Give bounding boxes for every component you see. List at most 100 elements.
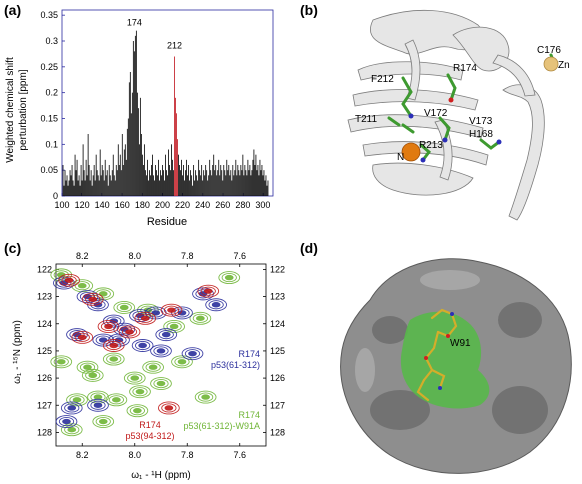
residue-bar bbox=[245, 170, 247, 196]
peak-contour bbox=[105, 393, 128, 407]
residue-bar bbox=[164, 180, 165, 196]
zinc-ion-icon bbox=[543, 56, 559, 72]
residue-bar bbox=[158, 159, 159, 196]
label-n: N bbox=[397, 152, 404, 163]
residue-bar bbox=[141, 154, 143, 196]
residue-bar bbox=[218, 159, 220, 196]
residue-bar bbox=[190, 170, 192, 196]
residue-bar bbox=[126, 128, 128, 196]
peak-contour bbox=[160, 303, 183, 317]
peak-annotation-residue: R174 bbox=[238, 349, 260, 359]
residue-bar bbox=[74, 154, 76, 196]
x-tick-label-top: 8.0 bbox=[128, 251, 141, 261]
residue-bar bbox=[119, 154, 121, 196]
residue-bar bbox=[125, 159, 127, 196]
label-v173: V173 bbox=[469, 116, 493, 127]
residue-bar bbox=[242, 154, 244, 196]
residue-bar bbox=[165, 154, 166, 196]
residue-bar bbox=[142, 165, 144, 196]
y-tick-label-right: 124 bbox=[270, 319, 285, 329]
panel-c-nmr-spectrum: ω₁ - ¹⁵N (ppm) 8.2 8.2 8.0 8.0 7.8 7.8 7.6 7.6 1… bbox=[12, 251, 285, 481]
residue-bar bbox=[143, 144, 145, 196]
peak-contour bbox=[155, 328, 178, 342]
residue-bar bbox=[115, 165, 117, 196]
residue-bar bbox=[66, 175, 68, 196]
peak-contour bbox=[113, 301, 136, 314]
y-tick-label-left: 127 bbox=[37, 400, 52, 410]
residue-bar bbox=[207, 180, 209, 196]
residue-bar bbox=[248, 170, 250, 196]
peak-annotation-construct: p53(61-312) bbox=[211, 360, 260, 370]
residue-bar bbox=[64, 170, 66, 196]
peak-contour bbox=[71, 330, 94, 344]
residue-bar bbox=[179, 165, 180, 196]
residue-bar bbox=[148, 180, 149, 196]
x-tick-label: 100 bbox=[54, 200, 69, 210]
residue-bar bbox=[97, 175, 99, 196]
surface-highlights bbox=[355, 270, 480, 392]
peak-contour bbox=[142, 360, 164, 374]
residue-bar bbox=[260, 170, 262, 196]
residue-bar bbox=[256, 170, 258, 196]
residue-bar bbox=[68, 180, 70, 196]
residue-bar bbox=[98, 180, 100, 196]
x-tick-label-bottom: 7.8 bbox=[181, 450, 194, 460]
residue-bar bbox=[220, 165, 222, 196]
peak-contour bbox=[81, 368, 104, 382]
residue-bar bbox=[235, 159, 237, 196]
residue-bar bbox=[258, 175, 260, 196]
residue-bar bbox=[144, 170, 146, 196]
residue-bar bbox=[224, 170, 226, 196]
y-tick-label-right: 126 bbox=[270, 373, 285, 383]
residue-bar bbox=[246, 175, 248, 196]
residue-bar bbox=[152, 154, 153, 196]
residue-bar bbox=[174, 56, 175, 196]
peak-contour bbox=[50, 355, 73, 369]
residue-bar bbox=[263, 170, 265, 196]
panel-d-surface-structure: W91 bbox=[340, 258, 572, 474]
residue-bar bbox=[138, 144, 140, 196]
residue-bar bbox=[161, 175, 162, 196]
y-tick-label-right: 128 bbox=[270, 427, 285, 437]
residue-bar bbox=[193, 165, 195, 196]
surface-shading bbox=[370, 302, 548, 434]
residue-bar bbox=[199, 170, 201, 196]
panel-d-letter: (d) bbox=[300, 240, 318, 256]
peak-contour bbox=[60, 401, 83, 415]
residue-bar bbox=[122, 165, 124, 196]
peak-annotation: 212 bbox=[167, 40, 182, 50]
residue-bar bbox=[212, 165, 214, 196]
y-tick-label: 0.05 bbox=[40, 165, 58, 175]
plot-frame bbox=[61, 9, 274, 197]
residue-bar bbox=[252, 159, 254, 196]
residue-bar bbox=[139, 97, 141, 196]
x-tick-label-top: 8.2 bbox=[76, 251, 89, 261]
residue-bar bbox=[85, 159, 87, 196]
residue-bar bbox=[155, 165, 156, 196]
y-tick-label-left: 123 bbox=[37, 292, 52, 302]
x-tick-label: 120 bbox=[75, 200, 90, 210]
residue-bar bbox=[223, 165, 225, 196]
residue-bar bbox=[240, 165, 242, 196]
residue-bar bbox=[208, 175, 210, 196]
x-tick-label-bottom: 8.2 bbox=[76, 450, 89, 460]
peak-contour bbox=[134, 311, 157, 325]
ribbon-backbone bbox=[347, 9, 545, 221]
residue-bar bbox=[267, 180, 269, 196]
residue-bar bbox=[78, 175, 80, 196]
residue-bar bbox=[217, 170, 219, 196]
residue-bar bbox=[181, 159, 182, 196]
spectrum-frame bbox=[55, 263, 267, 447]
residue-bar bbox=[210, 170, 212, 196]
x-tick-label: 300 bbox=[255, 200, 270, 210]
peak-contour bbox=[194, 390, 217, 404]
peak-contour bbox=[218, 271, 241, 285]
x-tick-label: 240 bbox=[195, 200, 210, 210]
y-tick-label: 0.3 bbox=[45, 36, 58, 46]
y-tick-label-left: 124 bbox=[37, 319, 52, 329]
residue-bar bbox=[194, 180, 196, 196]
residue-bar bbox=[262, 175, 264, 196]
residue-bar bbox=[176, 113, 177, 196]
residue-bar bbox=[219, 175, 221, 196]
residue-bar bbox=[215, 165, 217, 196]
